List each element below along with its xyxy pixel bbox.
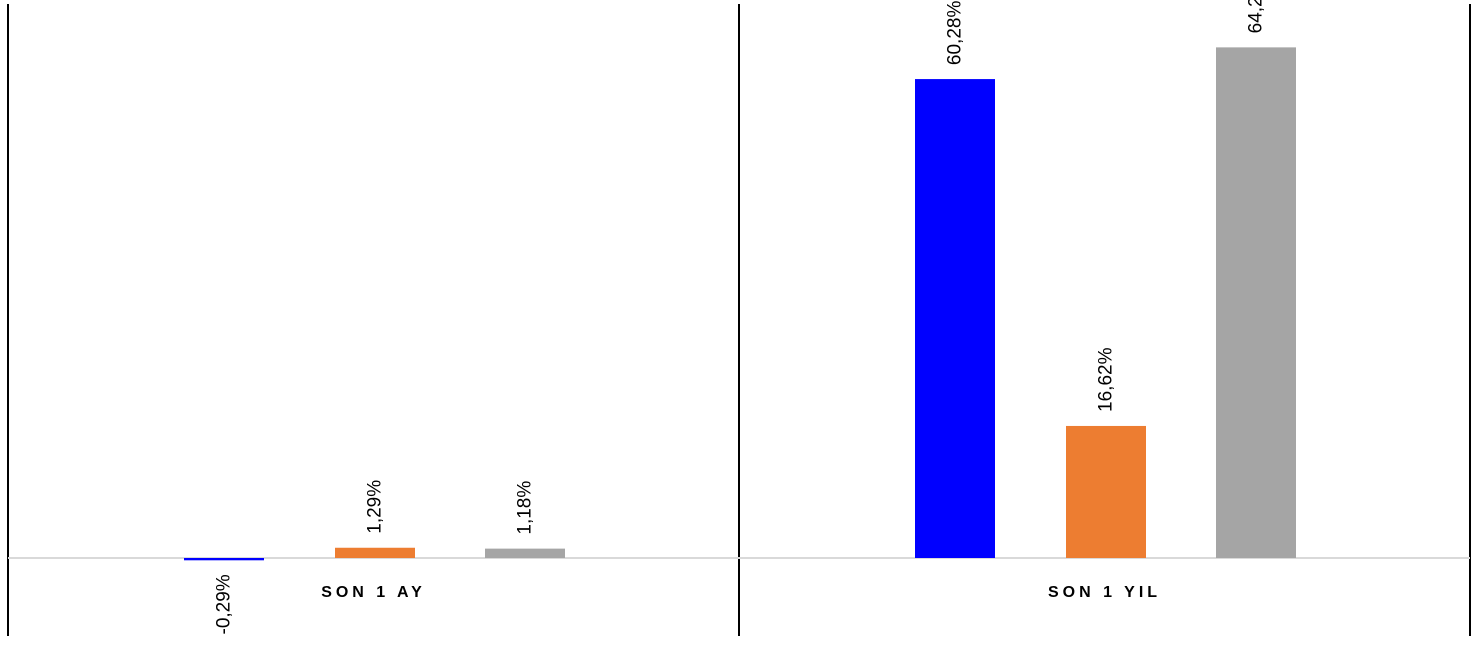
data-label: 1,18% — [515, 481, 536, 535]
category-label: SON 1 AY — [321, 584, 426, 601]
bar — [335, 547, 415, 558]
bar — [1216, 47, 1296, 559]
data-label: -0,29% — [214, 574, 235, 634]
data-label: 1,29% — [365, 480, 386, 534]
category-labels-group: SON 1 AY SON 1 YIL — [321, 584, 1161, 601]
bar — [184, 558, 264, 561]
bar — [485, 548, 565, 558]
data-label: 64,27% — [1246, 0, 1267, 33]
value-labels-group: -0,29% 1,29% 1,18% 60,28% 16,62% 64,27% — [214, 0, 1267, 635]
bar — [915, 79, 995, 558]
data-label: 60,28% — [945, 1, 966, 66]
category-label: SON 1 YIL — [1048, 584, 1161, 601]
data-label: 16,62% — [1096, 347, 1117, 412]
panel-dividers — [7, 4, 1471, 636]
bar — [1066, 425, 1146, 558]
bars-group — [184, 47, 1296, 561]
